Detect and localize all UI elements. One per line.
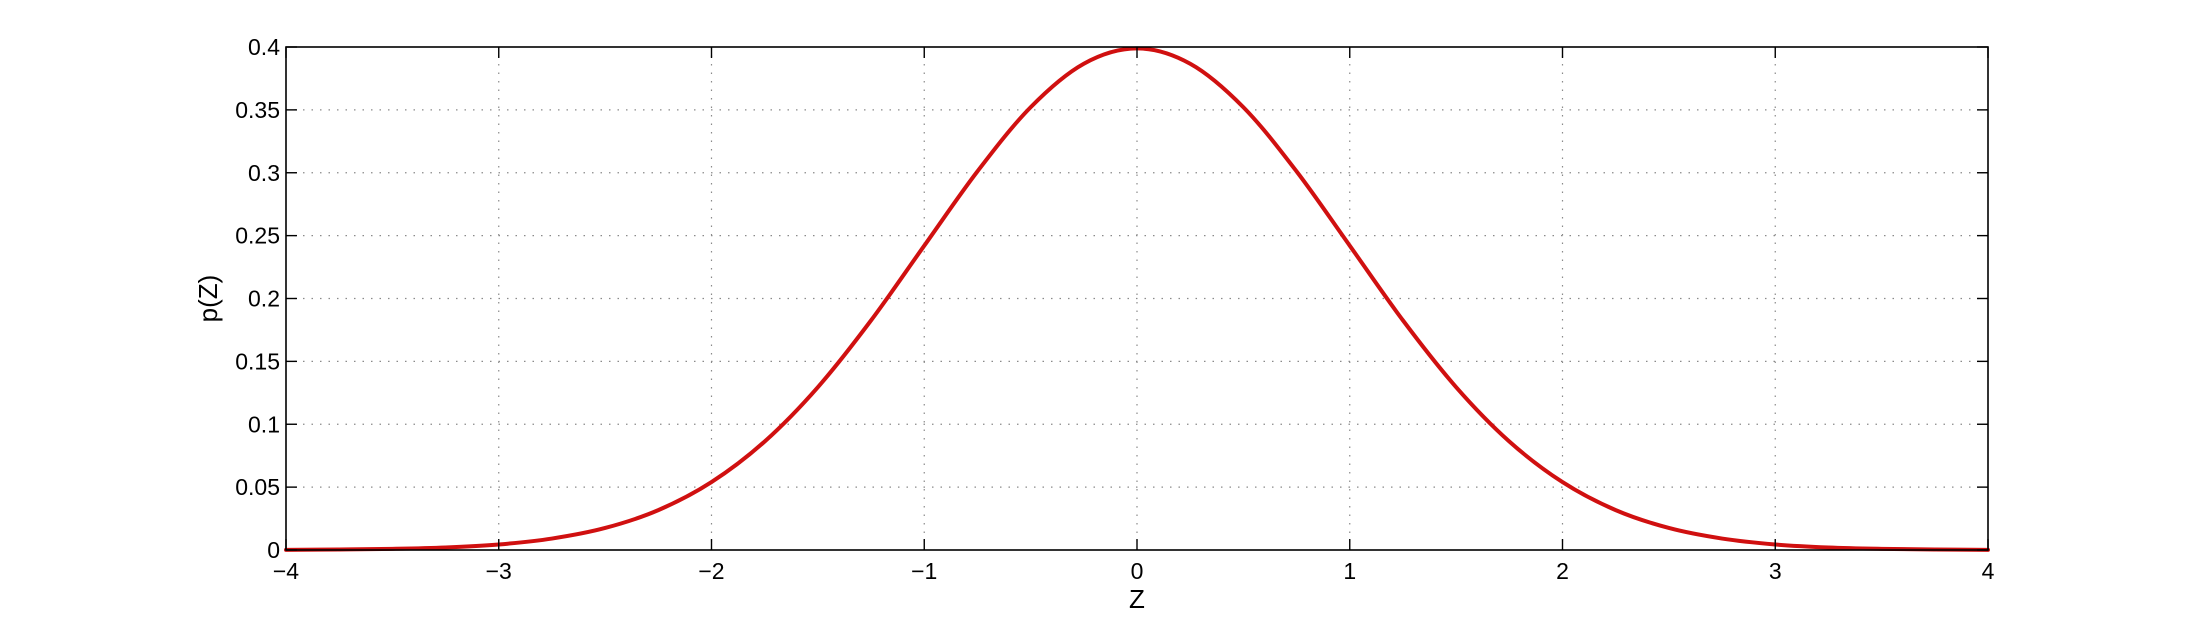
x-tick-labels: −4 −3 −2 −1 0 1 2 3 4 (273, 558, 1995, 584)
x-axis-title: Z (1129, 584, 1145, 614)
x-tick-label: −1 (911, 558, 937, 584)
x-tick-label: −2 (698, 558, 724, 584)
x-tick-label: 4 (1982, 558, 1995, 584)
y-tick-label: 0.35 (235, 97, 280, 123)
y-tick-labels: 0 0.05 0.1 0.15 0.2 0.25 0.3 0.35 0.4 (235, 34, 280, 563)
y-tick-label: 0.2 (248, 286, 280, 312)
y-tick-label: 0.15 (235, 348, 280, 374)
grid (286, 47, 1988, 550)
x-tick-label: 1 (1343, 558, 1356, 584)
x-tick-label: −3 (486, 558, 512, 584)
y-tick-label: 0.05 (235, 474, 280, 500)
y-tick-label: 0 (267, 537, 280, 563)
x-tick-label: −4 (273, 558, 299, 584)
y-tick-label: 0.25 (235, 223, 280, 249)
x-tick-label: 2 (1556, 558, 1569, 584)
y-tick-label: 0.1 (248, 411, 280, 437)
y-tick-label: 0.3 (248, 160, 280, 186)
x-tick-label: 3 (1769, 558, 1782, 584)
tick-marks (285, 46, 1989, 551)
y-tick-label: 0.4 (248, 34, 280, 60)
x-tick-label: 0 (1131, 558, 1144, 584)
y-axis-title: p(Z) (193, 275, 223, 323)
